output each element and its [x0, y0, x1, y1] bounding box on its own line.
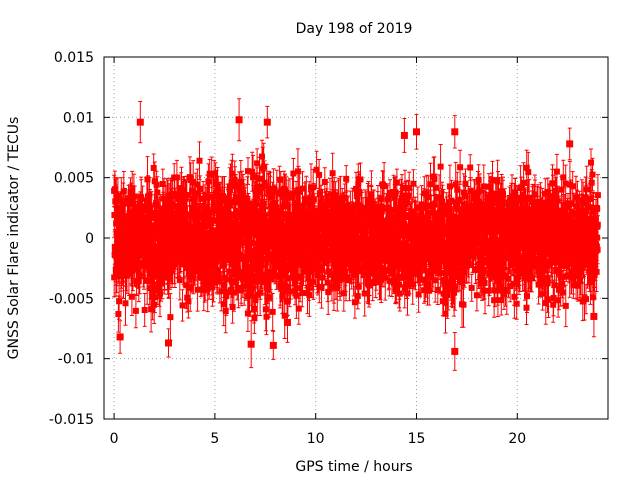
y-tick-label: -0.005 — [49, 291, 94, 307]
data-points — [111, 116, 601, 355]
x-tick-label: 5 — [210, 431, 219, 447]
y-tick-label: 0.005 — [54, 171, 94, 187]
tick-labels: 0 5 10 15 20 -0.015 -0.01 -0.005 0 0.005 0.01 0.015 — [49, 50, 526, 447]
data-point — [412, 128, 420, 136]
y-tick-label: -0.01 — [58, 352, 94, 368]
data-point — [116, 333, 124, 341]
data-point — [400, 131, 408, 139]
data-point — [247, 340, 255, 348]
data-point — [283, 318, 291, 326]
data-point — [165, 339, 173, 347]
data-point — [263, 118, 271, 126]
data-point — [269, 341, 277, 349]
y-tick-label: 0.01 — [63, 110, 94, 126]
x-tick-label: 20 — [508, 431, 526, 447]
data-point — [566, 140, 574, 148]
x-axis-label: GPS time / hours — [295, 459, 412, 475]
x-tick-label: 10 — [307, 431, 325, 447]
y-tick-label: 0 — [85, 231, 94, 247]
data-point — [590, 312, 598, 320]
data-point — [136, 118, 144, 126]
chart-title: Day 198 of 2019 — [296, 21, 413, 37]
data-layer — [111, 98, 601, 371]
data-point — [451, 347, 459, 355]
y-tick-label: 0.015 — [54, 50, 94, 66]
data-point — [451, 128, 459, 136]
y-axis-label: GNSS Solar Flare indicator / TECUs — [6, 117, 22, 360]
x-tick-label: 15 — [408, 431, 426, 447]
data-point — [235, 116, 243, 124]
axes — [103, 56, 609, 420]
y-tick-label: -0.015 — [49, 412, 94, 428]
x-tick-label: 0 — [110, 431, 119, 447]
